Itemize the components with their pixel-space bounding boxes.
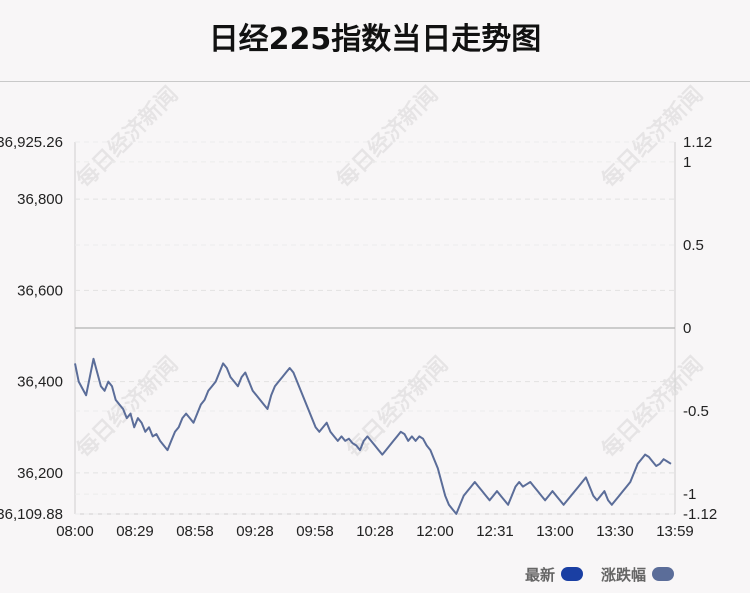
x-tick-label: 10:28 — [356, 523, 394, 540]
y-right-tick-label: -1.12 — [683, 506, 717, 523]
legend: 最新 涨跌幅 — [525, 564, 686, 584]
legend-swatch-change — [652, 567, 674, 581]
y-left-tick-label: 36,800 — [17, 191, 63, 208]
y-left-tick-label: 36,925.26 — [0, 134, 63, 151]
y-right-tick-label: -0.5 — [683, 403, 709, 420]
x-tick-label: 12:31 — [476, 523, 514, 540]
x-tick-label: 08:58 — [176, 523, 214, 540]
legend-swatch-latest — [560, 567, 583, 581]
y-right-tick-label: -1 — [683, 486, 696, 503]
y-left-tick-label: 36,109.88 — [0, 506, 63, 523]
y-right-tick-label: 1.12 — [683, 134, 712, 151]
y-right-tick-label: 0.5 — [683, 237, 704, 254]
y-left-tick-label: 36,400 — [17, 374, 63, 391]
legend-label-change: 涨跌幅 — [600, 565, 646, 584]
x-tick-label: 12:00 — [416, 523, 454, 540]
legend-label-latest: 最新 — [524, 565, 555, 584]
x-tick-label: 08:00 — [56, 523, 94, 540]
series-line-nikkei225 — [74, 357, 672, 515]
x-tick-label: 13:00 — [536, 523, 574, 540]
chart-title: 日经225指数当日走势图 — [208, 22, 542, 57]
x-tick-label: 08:29 — [116, 523, 154, 540]
y-right-tick-label: 0 — [683, 320, 691, 337]
x-tick-label: 09:58 — [296, 523, 334, 540]
x-tick-label: 13:30 — [596, 523, 634, 540]
x-tick-label: 13:59 — [656, 523, 694, 540]
y-right-tick-label: 1 — [683, 154, 691, 171]
title-divider — [0, 81, 750, 82]
x-tick-label: 09:28 — [236, 523, 274, 540]
y-left-tick-label: 36,200 — [17, 465, 63, 482]
y-left-tick-label: 36,600 — [17, 282, 63, 299]
